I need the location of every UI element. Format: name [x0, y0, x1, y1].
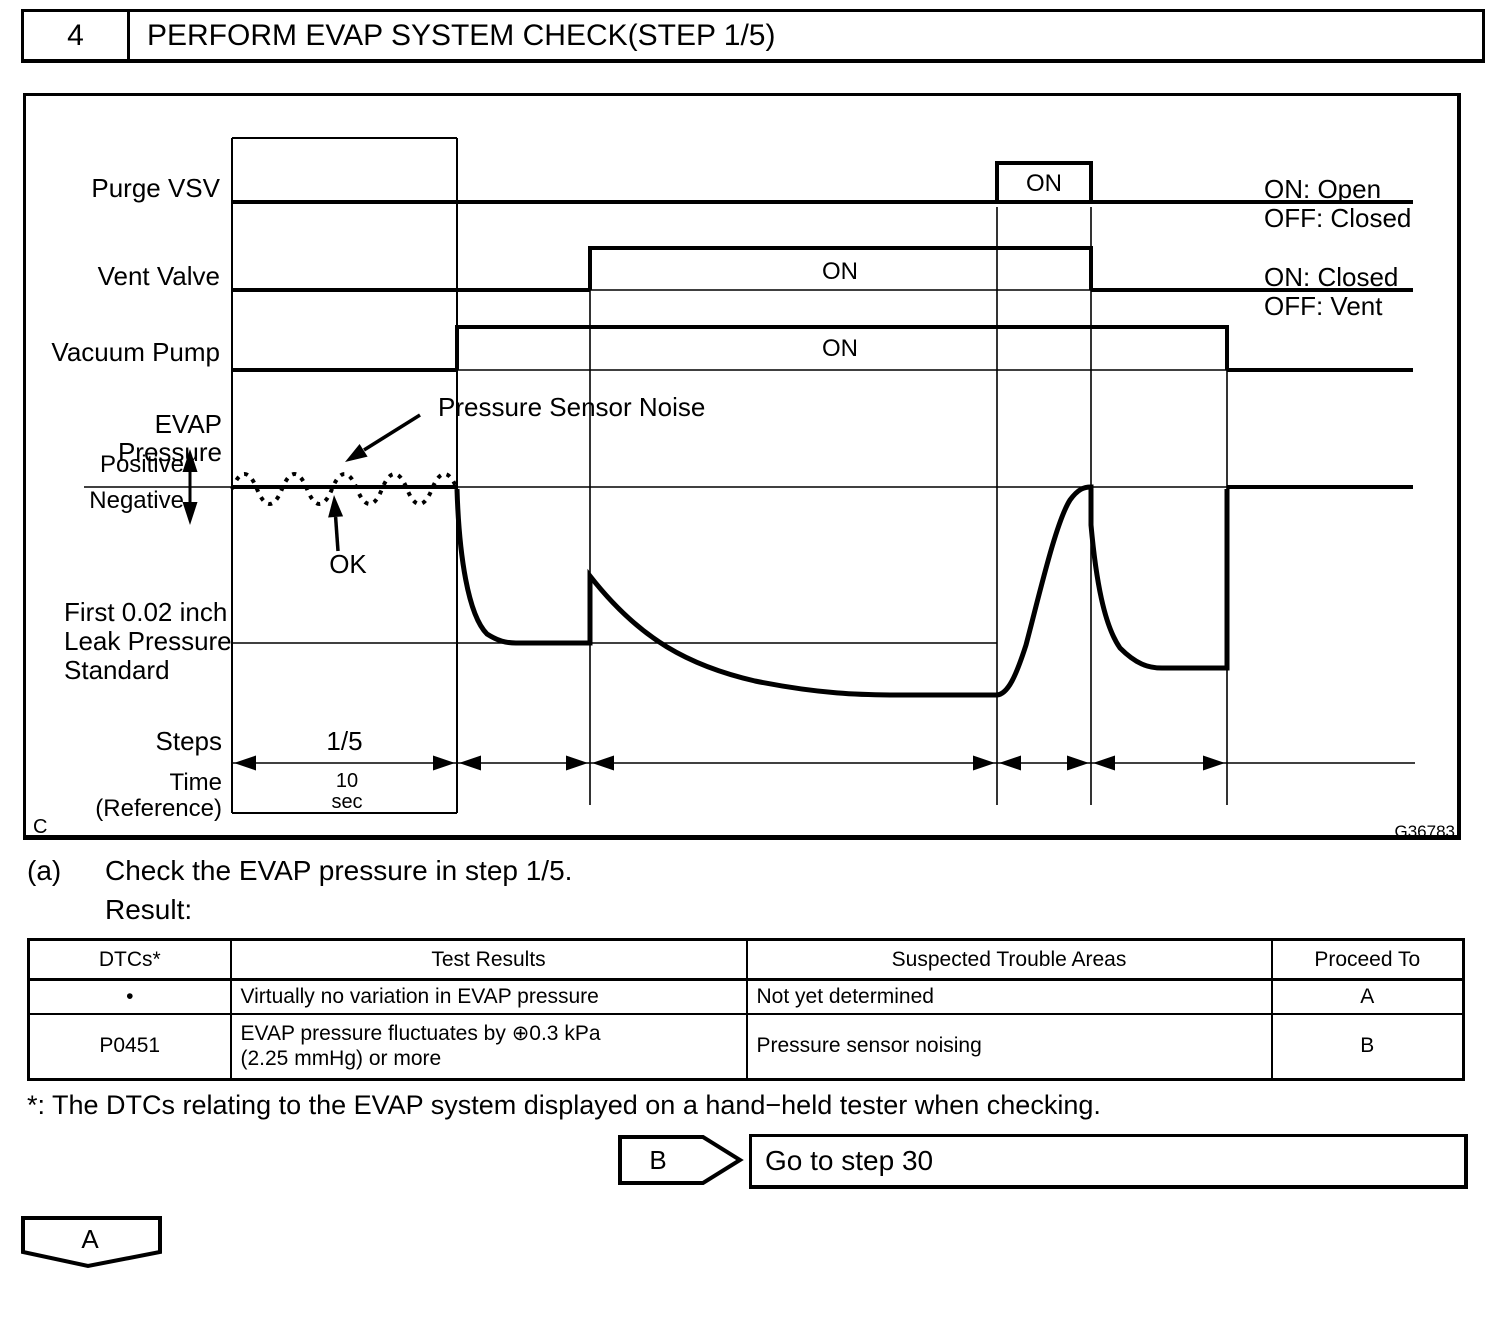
connector-b-label: B — [649, 1145, 667, 1175]
pressure-curve — [454, 484, 1230, 698]
steps-label: Steps — [155, 726, 223, 756]
cell-proceed: A — [1270, 978, 1465, 1015]
purge-vsv-trace — [232, 161, 1413, 204]
cell-dtc: P0451 — [27, 1012, 232, 1081]
vacuum-on-label: ON — [822, 335, 858, 362]
footnote: *: The DTCs relating to the EVAP system … — [27, 1090, 1101, 1120]
noise-callout-label: Pressure Sensor Noise — [438, 392, 706, 422]
test-result-line2: (2.25 mmHg) or more — [240, 1047, 442, 1071]
positive-label: Positive — [99, 451, 184, 478]
vacuum-pump-trace — [232, 325, 1413, 372]
instruction-text: Check the EVAP pressure in step 1/5. — [105, 855, 573, 886]
connector-b-shape — [618, 1135, 744, 1185]
cell-test-result: Virtually no variation in EVAP pressure — [229, 978, 748, 1015]
connector-a-shape — [21, 1216, 162, 1269]
result-table: DTCs* Test Results Suspected Trouble Are… — [27, 938, 1465, 1081]
gridlines — [231, 137, 1228, 814]
purge-legend-on: ON: Open — [1264, 174, 1382, 204]
instruction-index: (a) — [27, 855, 62, 886]
table-row: P0451 EVAP pressure fluctuates by ⊕0.3 k… — [27, 1012, 1465, 1081]
corner-mark: C — [33, 816, 48, 838]
test-result-line1: EVAP pressure fluctuates by ⊕0.3 kPa — [240, 1022, 601, 1046]
step-title: PERFORM EVAP SYSTEM CHECK(STEP 1/5) — [147, 18, 776, 52]
step-number: 4 — [24, 12, 130, 59]
cell-dtc: • — [27, 978, 232, 1015]
ok-callout-label: OK — [329, 549, 367, 579]
col-header-trouble-areas: Suspected Trouble Areas — [745, 938, 1273, 981]
ok-callout-arrow — [328, 495, 344, 552]
goto-step-text: Go to step 30 — [765, 1145, 934, 1176]
time-axis — [232, 755, 1415, 771]
timing-diagram-canvas — [84, 137, 1415, 814]
negative-label: Negative — [89, 487, 184, 514]
leak-standard-label: First 0.02 inch Leak Pressure Standard — [64, 597, 232, 685]
col-header-dtcs: DTCs* — [27, 938, 232, 981]
pressure-noise-wave — [230, 472, 459, 506]
result-label: Result: — [105, 894, 193, 925]
vent-legend-on: ON: Closed — [1264, 262, 1399, 292]
purge-legend-off: OFF: Closed — [1264, 203, 1412, 233]
polarity-arrow — [182, 449, 198, 525]
time-reference-label: Time (Reference) — [95, 769, 222, 822]
evap-timing-diagram: Purge VSV Vent Valve Vacuum Pump EVAP Pr… — [23, 93, 1461, 841]
connector-a-label: A — [81, 1224, 99, 1254]
steps-value: 1/5 — [326, 726, 363, 756]
cell-proceed: B — [1270, 1012, 1465, 1081]
vacuum-pump-label: Vacuum Pump — [51, 337, 220, 367]
purge-vsv-label: Purge VSV — [91, 173, 220, 203]
table-row: • Virtually no variation in EVAP pressur… — [27, 978, 1465, 1015]
col-header-test-results: Test Results — [229, 938, 748, 981]
evap-pressure-trace — [84, 472, 1413, 698]
table-header-row: DTCs* Test Results Suspected Trouble Are… — [27, 938, 1465, 981]
vent-valve-label: Vent Valve — [97, 261, 220, 291]
goto-step-box: Go to step 30 — [749, 1134, 1468, 1189]
cell-trouble-area: Not yet determined — [745, 978, 1273, 1015]
cell-test-result: EVAP pressure fluctuates by ⊕0.3 kPa (2.… — [229, 1012, 748, 1081]
purge-on-label: ON — [1026, 170, 1062, 197]
noise-callout-arrow — [345, 413, 421, 462]
vent-on-label: ON — [822, 258, 858, 285]
col-header-proceed-to: Proceed To — [1270, 938, 1465, 981]
vent-legend-off: OFF: Vent — [1264, 291, 1383, 321]
evap-pressure-label: EVAP Pressure — [117, 409, 222, 467]
step-header: 4 PERFORM EVAP SYSTEM CHECK(STEP 1/5) — [21, 9, 1485, 63]
vent-valve-trace — [232, 246, 1413, 292]
time-value: 10 sec — [331, 770, 363, 813]
figure-id: G36783 — [1394, 822, 1456, 841]
cell-trouble-area: Pressure sensor noising — [745, 1012, 1273, 1081]
